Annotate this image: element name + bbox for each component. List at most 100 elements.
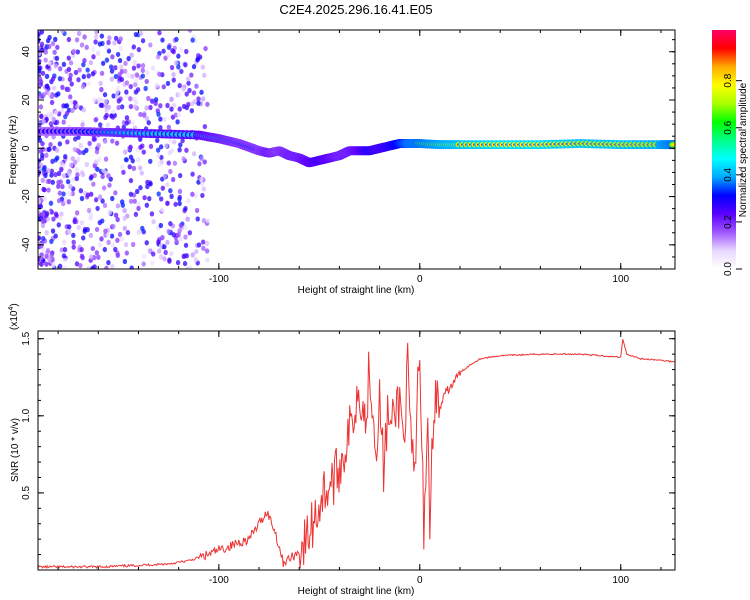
spectrogram-cell (205, 257, 210, 263)
snr-series-line (38, 339, 675, 570)
spectrogram-cell (148, 143, 154, 149)
spectrogram-cell (92, 97, 97, 103)
spectrogram-cell (176, 53, 181, 59)
spectrogram-cell (38, 79, 44, 85)
spectrogram-cell (191, 64, 197, 70)
spectrogram-cell (141, 112, 147, 118)
spectrogram-cell (98, 80, 103, 87)
spectrogram-cell (133, 104, 138, 110)
spectrogram-cell (123, 241, 129, 248)
spectrogram-cell (91, 46, 96, 52)
spectrogram-cell (161, 84, 166, 90)
x-tick-label: 0 (417, 575, 423, 586)
spectrogram-cell (61, 191, 66, 197)
spectrogram-cell (140, 38, 146, 44)
spectrogram-cell (182, 260, 188, 267)
spectrogram-cell (91, 136, 96, 142)
colorbar-tick-label: 0.0 (723, 262, 734, 276)
spectrogram-cell (157, 161, 162, 167)
spectrogram-cell (51, 116, 57, 123)
spectrogram-cell (86, 207, 92, 214)
spectrogram-cell (75, 49, 80, 55)
spectrogram-cell (100, 198, 105, 204)
spectrogram-cell (135, 188, 140, 195)
spectrogram-cell (81, 62, 86, 68)
spectrogram-cell (95, 50, 101, 56)
spectrogram-cell (80, 122, 85, 128)
spectrogram-cell (40, 222, 46, 229)
spectrogram-heatmap (38, 30, 675, 269)
spectrogram-cell (131, 165, 137, 171)
spectrogram-cell (130, 73, 135, 79)
spectrogram-cell (147, 196, 152, 202)
spectrogram-cell (70, 156, 75, 162)
spectrogram-cell (65, 139, 70, 145)
spectrogram-cell (68, 94, 73, 100)
spectrogram-cell (177, 83, 182, 89)
snr-panel: -100 0 100 0.5 1.0 1.5 Height of straight li… (8, 303, 676, 597)
spectrogram-cell (43, 172, 48, 179)
spectrogram-cell (115, 88, 120, 95)
spectrogram-cell (153, 97, 159, 103)
spectrogram-cell (61, 61, 67, 67)
spectrogram-cell (61, 239, 67, 245)
spectrogram-cell (162, 173, 168, 179)
spectrogram-cell (169, 106, 174, 112)
spectrogram-cell (86, 81, 92, 87)
spectrogram-cell (138, 111, 143, 118)
spectrogram-cell (49, 253, 54, 259)
spectrogram-cell (187, 30, 193, 33)
spectrogram-cell (60, 184, 65, 190)
spectrogram-cell (93, 34, 99, 40)
spectrogram-cell (184, 48, 189, 55)
spectrogram-cell (40, 70, 46, 76)
spectrogram-cell (176, 111, 182, 118)
spectrogram-cell (172, 139, 177, 145)
spectrogram-cell (124, 115, 130, 121)
spectrogram-cell (57, 66, 63, 72)
x-tick-label: 100 (612, 575, 629, 586)
spectrogram-cell (158, 222, 164, 229)
spectrogram-cell (74, 166, 80, 173)
spectrogram-cell (46, 111, 52, 117)
spectrogram-cell (142, 253, 147, 260)
spectrogram-cell (114, 140, 120, 146)
spectrogram-cell (44, 152, 49, 158)
spectrogram-cell (39, 261, 44, 267)
spectrogram-cell (131, 65, 137, 71)
spectrogram-cell (59, 211, 64, 217)
spectrogram-cell (156, 191, 161, 197)
spectrogram-cell (49, 172, 54, 178)
spectrogram-cell (187, 87, 192, 94)
spectrogram-cell (99, 86, 104, 93)
spectrogram-cell (168, 137, 173, 144)
spectrogram-cell (60, 201, 66, 207)
spectrogram-cell (106, 48, 112, 54)
spectrogram-cell (80, 83, 86, 90)
spectrogram-cell (41, 166, 46, 173)
spectrogram-cell (61, 119, 66, 125)
spectrogram-cell (94, 158, 99, 165)
spectrogram-cell (184, 91, 189, 97)
spectrogram-cell (120, 202, 126, 208)
spectrogram-cell (57, 190, 63, 196)
spectrogram-cell (160, 185, 166, 191)
spectrogram-cell (94, 30, 99, 35)
spectrogram-cell (174, 36, 179, 42)
spectrogram-cell (99, 33, 105, 39)
spectrogram-cell (100, 173, 105, 180)
spectrogram-cell (104, 44, 109, 51)
spectrogram-cell (53, 109, 59, 115)
spectrogram-cell (157, 71, 162, 77)
spectrogram-cell (119, 104, 125, 110)
spectrogram-cell (49, 99, 55, 106)
spectrogram-cell (201, 245, 206, 251)
spectrogram-cell (91, 181, 96, 187)
spectrogram-cell (194, 249, 199, 255)
spectrogram-cell (136, 205, 141, 211)
spectrogram-cell (169, 96, 174, 102)
spectrogram-cell (162, 116, 167, 123)
spectrogram-cell (86, 73, 91, 79)
spectrogram-cell (40, 141, 45, 147)
